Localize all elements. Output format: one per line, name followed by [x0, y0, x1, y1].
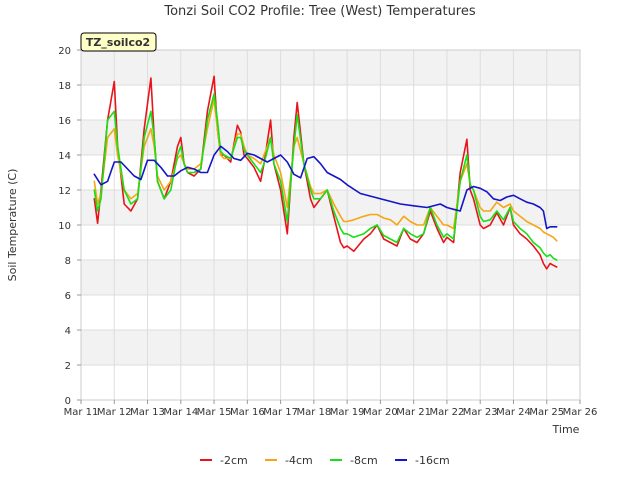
x-tick-label: Mar 16 — [230, 407, 265, 418]
site-badge-box — [80, 32, 157, 52]
y-tick-label: 20 — [58, 46, 71, 57]
legend-item: -16cm — [395, 454, 450, 467]
legend: -2cm -4cm -8cm -16cm — [200, 454, 450, 467]
y-tick-label: 16 — [58, 116, 71, 127]
y-tick-label: 2 — [65, 361, 71, 372]
x-tick-label: Mar 15 — [197, 407, 232, 418]
background-band — [81, 85, 580, 120]
background-band — [81, 330, 580, 365]
legend-label: -8cm — [350, 454, 378, 467]
x-tick-label: Mar 19 — [330, 407, 365, 418]
x-tick-label: Mar 14 — [163, 407, 198, 418]
site-badge: TZ_soilco2 — [80, 32, 157, 52]
y-axis-ticks: 0 2 4 6 8 10 12 14 16 18 20 — [58, 46, 81, 407]
x-tick-label: Mar 23 — [463, 407, 498, 418]
y-tick-label: 4 — [65, 326, 71, 337]
legend-item: -8cm — [330, 454, 378, 467]
chart-title: Tonzi Soil CO2 Profile: Tree (West) Temp… — [163, 4, 476, 19]
y-axis-label: Soil Temperature (C) — [6, 169, 19, 282]
background-band — [81, 50, 580, 85]
series-line-16cm — [93, 145, 558, 230]
x-tick-label: Mar 20 — [363, 407, 398, 418]
y-tick-label: 14 — [58, 151, 71, 162]
x-tick-label: Mar 22 — [430, 407, 465, 418]
background-band — [81, 365, 580, 400]
site-badge-label: TZ_soilco2 — [86, 36, 150, 49]
y-tick-label: 10 — [58, 221, 71, 232]
legend-label: -16cm — [415, 454, 450, 467]
y-tick-label: 8 — [65, 256, 71, 267]
x-tick-label: Mar 25 — [529, 407, 564, 418]
legend-label: -4cm — [285, 454, 313, 467]
x-tick-label: Mar 12 — [97, 407, 132, 418]
y-tick-label: 12 — [58, 186, 71, 197]
background-band — [81, 225, 580, 260]
y-tick-label: 18 — [58, 81, 71, 92]
background-band — [81, 120, 580, 155]
x-tick-label: Mar 17 — [263, 407, 298, 418]
x-tick-label: Mar 24 — [496, 407, 531, 418]
y-tick-label: 0 — [65, 396, 71, 407]
x-tick-label: Mar 11 — [64, 407, 99, 418]
y-tick-label: 6 — [65, 291, 71, 302]
x-tick-label: Mar 18 — [296, 407, 331, 418]
x-tick-label: Mar 13 — [130, 407, 165, 418]
legend-item: -2cm — [200, 454, 248, 467]
legend-label: -2cm — [220, 454, 248, 467]
series-line-8cm — [93, 93, 558, 261]
series-layer — [93, 75, 558, 270]
x-tick-label: Mar 26 — [563, 407, 598, 418]
legend-item: -4cm — [265, 454, 313, 467]
x-axis-label: Time — [552, 423, 580, 436]
background-band — [81, 295, 580, 330]
x-tick-label: Mar 21 — [396, 407, 431, 418]
background-band — [81, 260, 580, 295]
series-line-4cm — [93, 98, 558, 242]
plot-background-bands — [81, 50, 580, 400]
